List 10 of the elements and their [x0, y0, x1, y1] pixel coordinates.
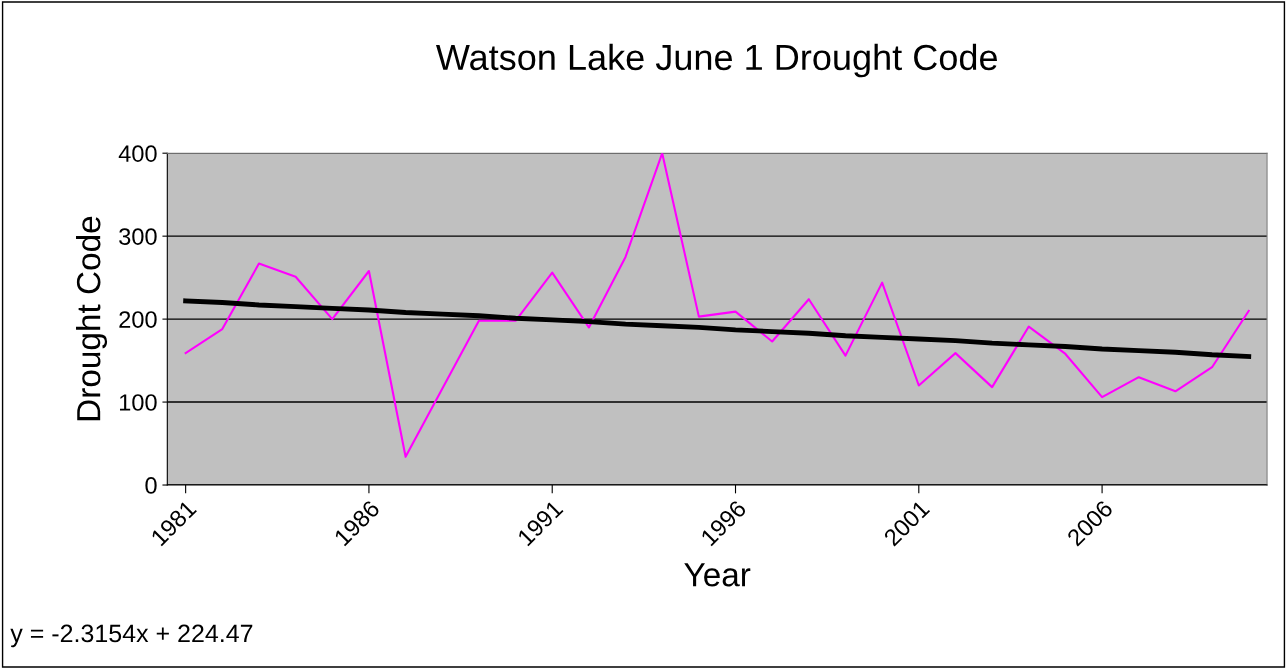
y-tick-label: 400 [118, 145, 157, 162]
line-series [184, 153, 1250, 458]
y-tick-label: 200 [119, 311, 157, 328]
y-tick-label: 300 [119, 228, 157, 245]
y-axis-title: Drought Code [76, 216, 108, 421]
text: y = -2.3154x + 224.47 [10, 624, 253, 648]
y-tick-label: 0 [145, 477, 157, 494]
y-tick-label: 100 [120, 394, 157, 411]
x-axis-title: Year [684, 563, 751, 587]
chart-title: Watson Lake June 1 Drought Code [436, 43, 997, 78]
